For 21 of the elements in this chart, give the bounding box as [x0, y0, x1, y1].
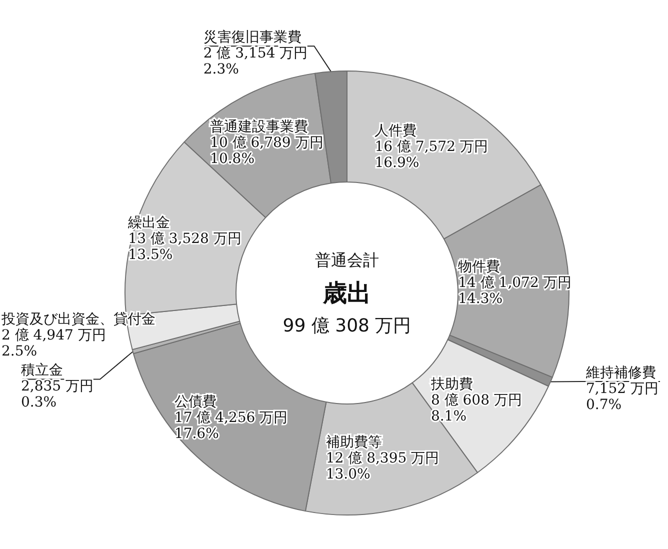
slice-label: 物件費: [458, 258, 500, 275]
slice-label: 積立金: [20, 362, 63, 379]
data-label: 16 億 7,572 万円 16.9%: [374, 138, 488, 171]
data-label: 17 億 4,256 万円 17.6%: [174, 410, 288, 442]
data-label: 12 億 8,395 万円 13.0%: [326, 450, 440, 482]
slice-label: 人件費: [374, 122, 417, 139]
text: 99 億 308 万円: [282, 316, 412, 336]
slice-label: 維持補修費: [584, 365, 656, 382]
slice-label: 公債費: [174, 394, 216, 410]
slice-label: 普通建設事業費: [210, 118, 308, 135]
slice-label: 災害復旧事業費: [203, 30, 302, 46]
data-label: 13 億 3,528 万円 13.5%: [128, 231, 242, 264]
text: 普通会計: [315, 250, 379, 270]
slice-label: 補助費等: [326, 434, 382, 450]
data-label: 2 億 3,154 万円 2.3%: [203, 46, 308, 78]
data-label: 2 億 4,947 万円 2.5%: [2, 328, 106, 360]
data-label: 10 億 6,789 万円 10.8%: [210, 134, 324, 167]
slice-label: 扶助費: [430, 376, 473, 393]
text: 歳出: [322, 279, 371, 307]
data-label: 2,835 万円 0.3%: [20, 378, 94, 411]
data-label: 7,152 万円 0.7%: [586, 381, 658, 414]
